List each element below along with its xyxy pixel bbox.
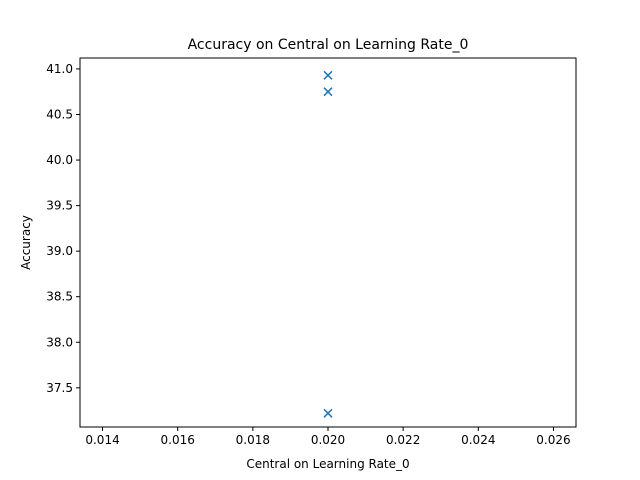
chart-title: Accuracy on Central on Learning Rate_0 (188, 37, 469, 53)
data-point-marker (323, 87, 333, 97)
data-point-marker (323, 408, 333, 418)
x-axis-label: Central on Learning Rate_0 (246, 457, 409, 471)
data-points (323, 70, 333, 418)
x-tick-label: 0.014 (85, 433, 119, 447)
x-tick-label: 0.026 (536, 433, 570, 447)
x-tick-label: 0.022 (386, 433, 420, 447)
x-tick-label: 0.024 (461, 433, 495, 447)
y-tick-label: 40.0 (46, 153, 73, 167)
y-tick-label: 40.5 (46, 107, 73, 121)
y-tick-label: 38.0 (46, 335, 73, 349)
y-tick-label: 38.5 (46, 290, 73, 304)
data-point-marker (323, 70, 333, 80)
x-tick-label: 0.020 (311, 433, 345, 447)
y-tick-label: 39.5 (46, 199, 73, 213)
y-tick-label: 37.5 (46, 381, 73, 395)
x-tick-label: 0.016 (161, 433, 195, 447)
x-axis-ticks: 0.014 0.016 0.018 0.020 0.022 0.024 0.026 (85, 427, 571, 447)
x-tick-label: 0.018 (236, 433, 270, 447)
y-axis-label: Accuracy (19, 215, 33, 270)
y-axis-ticks: 37.5 38.0 38.5 39.0 39.5 40.0 40.5 41.0 (46, 62, 80, 395)
plot-frame (79, 57, 577, 428)
y-tick-label: 39.0 (46, 244, 73, 258)
y-tick-label: 41.0 (46, 62, 73, 76)
